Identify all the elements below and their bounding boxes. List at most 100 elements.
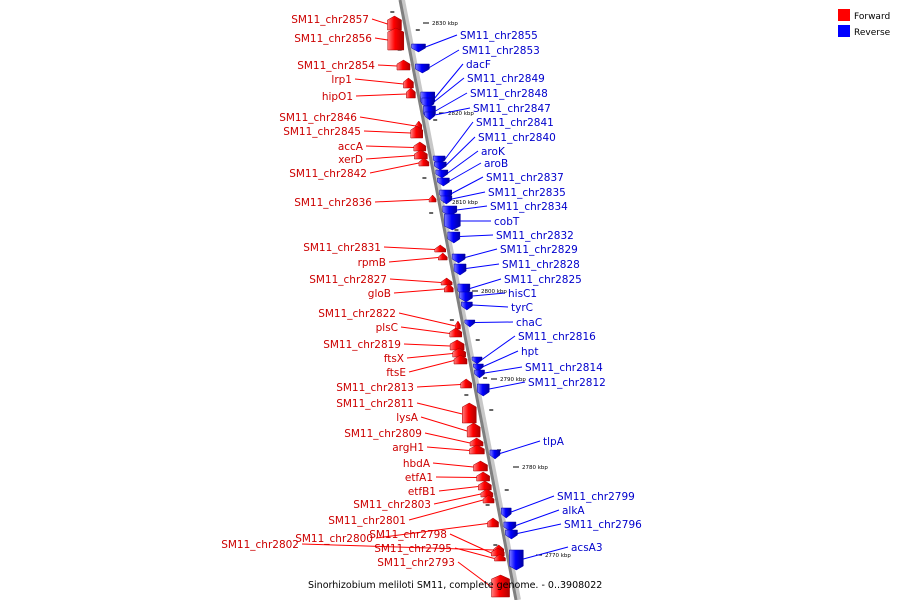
leader-line-forward [432, 462, 474, 468]
gene-block-forward [403, 77, 414, 89]
gene-label-reverse: SM11_chr2841 [476, 117, 554, 129]
gene-label-forward: SM11_chr2811 [336, 398, 414, 410]
leader-line-forward [435, 476, 477, 478]
leader-line-forward [377, 64, 398, 67]
gene-block-reverse [411, 43, 426, 53]
gene-label-forward: SM11_chr2793 [377, 557, 455, 569]
gene-block-forward [396, 59, 411, 71]
gene-block-forward [406, 87, 416, 99]
gene-label-forward: SM11_chr2846 [279, 112, 357, 124]
gene-block-forward [491, 574, 510, 598]
gene-block-reverse [434, 161, 447, 171]
leader-line-forward [393, 288, 445, 294]
gene-label-forward: SM11_chr2809 [344, 428, 422, 440]
gene-label-reverse: acsA3 [571, 542, 603, 554]
kbp-tick-label: 2820 kbp [448, 111, 474, 117]
gene-label-forward: plsC [376, 322, 398, 334]
kbp-tick-label: 2810 kbp [452, 200, 478, 206]
legend-reverse-label: Reverse [854, 28, 891, 38]
gene-label-forward: SM11_chr2798 [369, 529, 447, 541]
kbp-tick-label: 2830 kbp [432, 21, 458, 27]
gene-block-forward [473, 460, 488, 472]
leader-line-forward [438, 486, 479, 492]
leader-line-reverse [511, 495, 555, 513]
leader-line-reverse [483, 350, 519, 367]
gene-labels: SM11_chr2857 SM11_chr2856 SM11_chr2854 lrp1… [221, 14, 642, 569]
gene-label-forward: etfA1 [405, 472, 433, 484]
leader-line-reverse [472, 292, 506, 297]
legend: Forward Reverse [838, 9, 891, 38]
leader-line-reverse [474, 321, 514, 323]
leader-line-forward [398, 312, 456, 327]
gene-block-forward [449, 327, 463, 338]
gene-block-reverse [476, 383, 490, 397]
legend-forward-label: Forward [854, 12, 890, 22]
gene-block-forward [438, 252, 448, 261]
gene-block-forward [434, 244, 446, 253]
leader-line-forward [375, 523, 488, 539]
gene-block-forward [387, 27, 405, 51]
gene-label-forward: etfB1 [408, 486, 436, 498]
gene-block-reverse [437, 177, 450, 187]
gene-block-forward [444, 283, 454, 293]
gene-label-forward: ftsX [384, 353, 404, 365]
kbp-tick-label: 2800 kbp [481, 289, 507, 295]
leader-line-reverse [484, 366, 523, 374]
gene-block-reverse [503, 521, 517, 532]
gene-label-reverse: hisC1 [508, 288, 537, 300]
gene-label-forward: SM11_chr2800 [295, 533, 373, 545]
gene-label-forward: SM11_chr2831 [303, 242, 381, 254]
gene-block-forward [476, 471, 490, 482]
gene-label-forward: SM11_chr2854 [297, 60, 375, 72]
genome-caption: Sinorhizobium meliloti SM11, complete ge… [308, 580, 602, 591]
leader-line-reverse [425, 34, 458, 48]
gene-label-reverse: SM11_chr2855 [460, 30, 538, 42]
gene-block-forward [440, 277, 453, 286]
kbp-tick-label: 2780 kbp [522, 465, 548, 471]
leader-line-reverse [459, 234, 494, 237]
leader-line-reverse [515, 509, 560, 526]
leader-line-reverse [499, 440, 541, 454]
leader-line-reverse [481, 335, 516, 360]
gene-label-forward: SM11_chr2845 [283, 126, 361, 138]
leader-line-reverse [445, 136, 476, 166]
gene-label-forward: SM11_chr2857 [291, 14, 369, 26]
leader-line-forward [408, 499, 484, 521]
gene-label-forward: hipO1 [322, 91, 353, 103]
legend-forward-swatch [838, 9, 850, 21]
leader-line-forward [454, 547, 495, 559]
leader-line-reverse [433, 77, 465, 103]
gene-block-reverse [459, 291, 473, 303]
gene-block-reverse [473, 363, 484, 372]
gene-label-forward: argH1 [392, 442, 424, 454]
gene-label-forward: SM11_chr2822 [318, 308, 396, 320]
gene-label-forward: hbdA [403, 458, 431, 470]
leader-line-reverse [523, 546, 569, 560]
gene-label-reverse: SM11_chr2849 [467, 73, 545, 85]
gene-label-reverse: cobT [494, 216, 520, 228]
gene-block-forward [414, 149, 428, 160]
gene-label-forward: SM11_chr2795 [374, 543, 452, 555]
legend-reverse-swatch [838, 25, 850, 37]
gene-block-forward [494, 553, 506, 562]
gene-label-reverse: SM11_chr2832 [496, 230, 574, 242]
gene-label-forward: SM11_chr2856 [294, 33, 372, 45]
gene-label-forward: SM11_chr2842 [289, 168, 367, 180]
leader-lines [301, 18, 569, 588]
gene-label-reverse: SM11_chr2853 [462, 45, 540, 57]
gene-block-forward [453, 354, 468, 365]
gene-label-reverse: SM11_chr2837 [486, 172, 564, 184]
gene-block-reverse [489, 449, 501, 460]
leader-line-forward [301, 543, 494, 551]
gene-block-reverse [471, 356, 483, 365]
leader-line-reverse [444, 121, 474, 160]
leader-line-forward [369, 162, 420, 174]
leader-line-forward [416, 384, 461, 388]
gene-label-reverse: SM11_chr2847 [473, 103, 551, 115]
gene-label-forward: SM11_chr2836 [294, 197, 372, 209]
gene-label-reverse: SM11_chr2812 [528, 377, 606, 389]
gene-label-reverse: SM11_chr2796 [564, 519, 642, 531]
gene-label-forward: ftsE [386, 367, 406, 379]
gene-label-forward: SM11_chr2801 [328, 515, 406, 527]
leader-line-reverse [489, 381, 526, 390]
